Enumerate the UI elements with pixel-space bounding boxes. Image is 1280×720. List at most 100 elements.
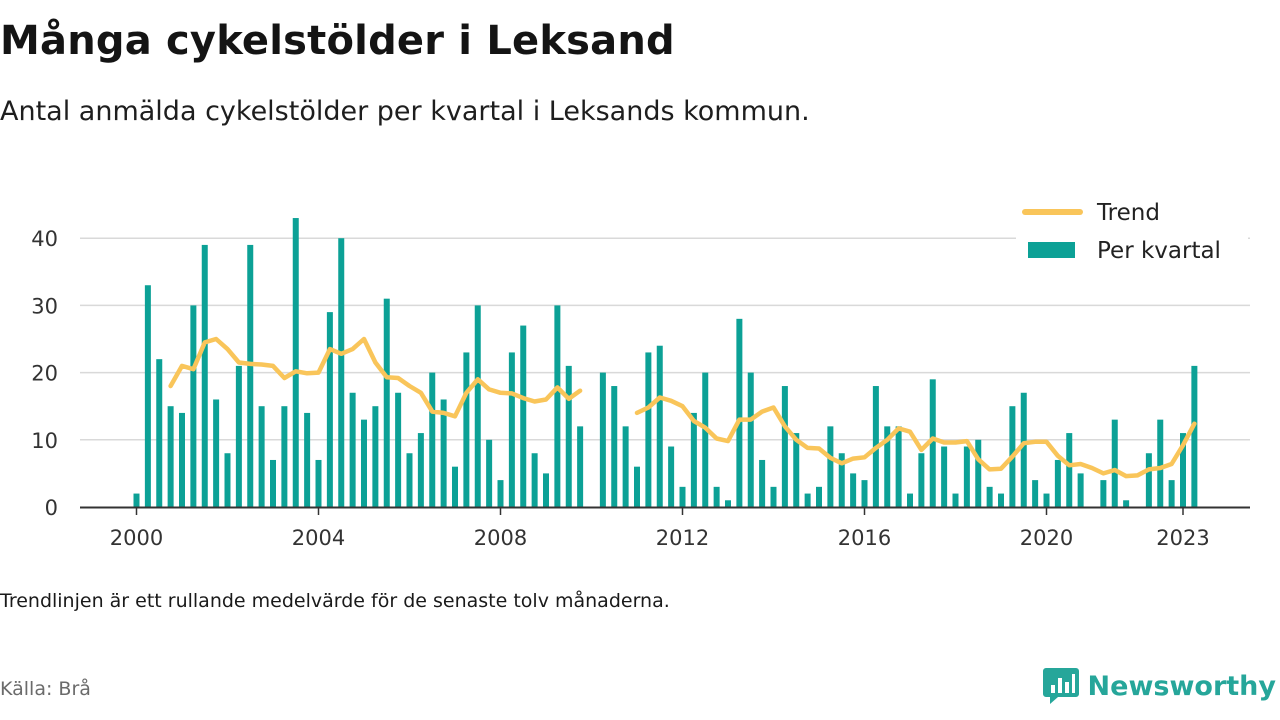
bar [622, 426, 629, 507]
bar [372, 406, 379, 507]
bar [520, 325, 527, 507]
bar [349, 392, 356, 507]
bar [690, 412, 697, 507]
x-tick-label: 2020 [1020, 526, 1073, 550]
bar [747, 372, 754, 507]
bar [827, 426, 834, 507]
trend-line [634, 395, 1197, 479]
bar [975, 439, 982, 507]
bar [247, 244, 254, 508]
bar [907, 493, 913, 507]
bar [736, 318, 743, 507]
bar [406, 453, 413, 507]
bar [702, 372, 709, 507]
bar [1020, 392, 1027, 507]
bar [213, 399, 220, 507]
chart-note: Trendlinjen är ett rullande medelvärde f… [0, 590, 670, 612]
x-tick-label: 2023 [1156, 526, 1209, 550]
legend-bar-swatch [1028, 242, 1075, 258]
bar [292, 218, 299, 508]
trend-line-series [168, 336, 1197, 479]
y-tick-label: 40 [31, 227, 58, 251]
bar [1100, 480, 1107, 507]
bar [793, 433, 800, 507]
bar [417, 433, 424, 507]
bar [167, 406, 174, 507]
x-axis-ticks: 2000 2004 2008 2012 2016 2020 2023 [110, 507, 1210, 550]
bar [725, 500, 731, 507]
y-tick-label: 10 [31, 429, 58, 453]
bar [463, 352, 470, 507]
bar [1066, 433, 1073, 507]
bar [383, 298, 390, 507]
chart-subtitle: Antal anmälda cykelstölder per kvartal i… [0, 96, 810, 127]
bar [918, 453, 925, 507]
bar [144, 285, 151, 507]
x-tick-label: 2000 [110, 526, 163, 550]
bar [474, 305, 481, 507]
bar [531, 453, 538, 507]
bar [258, 406, 265, 507]
bar [599, 372, 606, 507]
y-axis-ticks: 0 10 20 30 40 [31, 227, 58, 520]
x-tick-label: 2012 [656, 526, 709, 550]
newsworthy-logo-icon [1042, 668, 1079, 704]
bar [1168, 480, 1175, 507]
bar [1123, 500, 1130, 507]
bar [668, 446, 675, 507]
trend-line [168, 336, 583, 419]
bar [326, 312, 333, 507]
bar [281, 406, 288, 507]
bar [508, 352, 515, 507]
bar [1191, 365, 1198, 507]
bar [543, 473, 549, 507]
bar [395, 392, 402, 507]
bar [770, 486, 777, 507]
bar-series-per-kvartal [133, 218, 1198, 508]
bar [497, 480, 504, 507]
bar [452, 466, 458, 507]
brand-logo: Newsworthy [1042, 664, 1276, 708]
bar [338, 238, 345, 507]
y-tick-label: 20 [31, 362, 58, 386]
bar [816, 486, 822, 507]
bar [656, 345, 663, 507]
brand-name: Newsworthy [1087, 670, 1276, 702]
bar [838, 453, 845, 507]
bar [759, 459, 766, 507]
x-tick-label: 2016 [838, 526, 891, 550]
bar [235, 365, 242, 507]
bar [963, 446, 970, 507]
bar [850, 473, 857, 507]
bar [486, 439, 493, 507]
x-tick-label: 2008 [474, 526, 527, 550]
bar [1111, 419, 1118, 507]
bar [861, 480, 868, 507]
bar [270, 459, 276, 507]
legend: Trend Per kvartal [1016, 193, 1248, 275]
bar [565, 365, 572, 507]
bar [1032, 480, 1039, 507]
bar [224, 453, 231, 507]
bar [190, 305, 197, 507]
bar [179, 412, 185, 507]
bar [1145, 453, 1152, 507]
bar [577, 426, 584, 507]
bar [929, 379, 936, 507]
y-tick-label: 0 [45, 496, 58, 520]
bar [941, 446, 948, 507]
bar [986, 486, 993, 507]
bar [611, 386, 618, 507]
bar [952, 493, 959, 507]
bar [804, 493, 811, 507]
bar [998, 493, 1004, 507]
bar [884, 426, 891, 507]
bar [440, 399, 447, 507]
bar [133, 493, 140, 507]
y-tick-label: 30 [31, 294, 58, 318]
bar [645, 352, 652, 507]
bar [1077, 473, 1084, 507]
chart-title: Många cykelstölder i Leksand [0, 18, 675, 64]
bar [315, 459, 322, 507]
